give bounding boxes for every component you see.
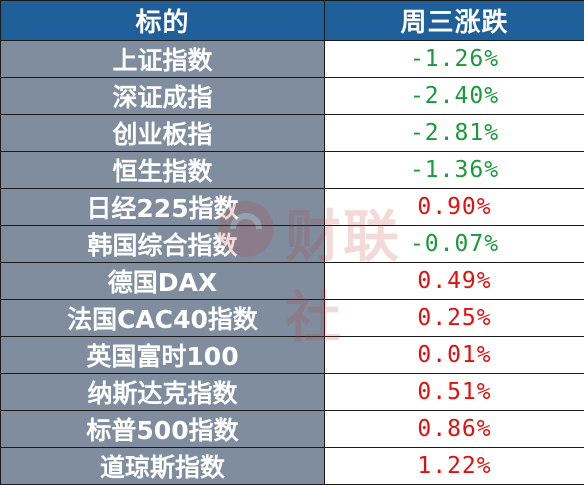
header-wednesday-change: 周三涨跌 xyxy=(325,1,584,41)
index-name-cell: 德国DAX xyxy=(1,263,325,300)
index-name-cell: 上证指数 xyxy=(1,41,325,78)
index-name-cell: 标普500指数 xyxy=(1,411,325,448)
change-value-cell: 0.51% xyxy=(325,374,584,411)
header-index-name: 标的 xyxy=(1,1,325,41)
change-value-cell: 0.49% xyxy=(325,263,584,300)
index-name-cell: 深证成指 xyxy=(1,78,325,115)
index-name-cell: 韩国综合指数 xyxy=(1,226,325,263)
index-name-cell: 创业板指 xyxy=(1,115,325,152)
index-name-cell: 纳斯达克指数 xyxy=(1,374,325,411)
table-row: 恒生指数-1.36% xyxy=(1,152,584,189)
change-value-cell: -0.07% xyxy=(325,226,584,263)
index-name-cell: 法国CAC40指数 xyxy=(1,300,325,337)
table-row: 韩国综合指数-0.07% xyxy=(1,226,584,263)
change-value-cell: -2.81% xyxy=(325,115,584,152)
index-name-cell: 恒生指数 xyxy=(1,152,325,189)
change-value-cell: 0.01% xyxy=(325,337,584,374)
header-row: 标的 周三涨跌 xyxy=(1,1,584,41)
change-value-cell: -1.26% xyxy=(325,41,584,78)
change-value-cell: 0.86% xyxy=(325,411,584,448)
change-value-cell: 0.25% xyxy=(325,300,584,337)
table-row: 创业板指-2.81% xyxy=(1,115,584,152)
index-name-cell: 道琼斯指数 xyxy=(1,448,325,485)
index-name-cell: 英国富时100 xyxy=(1,337,325,374)
table-row: 上证指数-1.26% xyxy=(1,41,584,78)
table-row: 深证成指-2.40% xyxy=(1,78,584,115)
change-value-cell: -2.40% xyxy=(325,78,584,115)
change-value-cell: 1.22% xyxy=(325,448,584,485)
index-name-cell: 日经225指数 xyxy=(1,189,325,226)
change-value-cell: 0.90% xyxy=(325,189,584,226)
change-value-cell: -1.36% xyxy=(325,152,584,189)
